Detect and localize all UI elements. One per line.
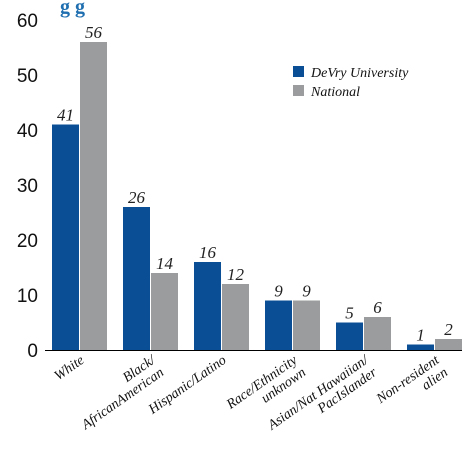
y-tick-label: 40 xyxy=(17,121,38,142)
bar-value-label: 2 xyxy=(444,320,453,339)
bar-value-label: 9 xyxy=(274,282,283,301)
bar-national xyxy=(435,339,462,350)
y-tick-label: 30 xyxy=(17,176,38,197)
bar-devry xyxy=(407,344,434,350)
bar-national xyxy=(364,317,391,350)
y-tick-label: 10 xyxy=(17,286,38,307)
y-tick-label: 60 xyxy=(17,11,38,32)
bar-value-label: 16 xyxy=(199,243,217,262)
bar-devry xyxy=(52,124,79,350)
legend-label: National xyxy=(310,85,360,100)
bars xyxy=(52,42,462,350)
bar-national xyxy=(80,42,107,350)
bar-value-label: 41 xyxy=(57,106,74,125)
category-label: White xyxy=(52,353,87,384)
bar-devry xyxy=(265,300,292,350)
category-label: Non-residentalien xyxy=(373,352,451,419)
bar-value-label: 6 xyxy=(373,298,382,317)
legend: DeVry University National xyxy=(293,66,409,100)
y-tick-label: 20 xyxy=(17,231,38,252)
category-label-line: Hispanic/Latino xyxy=(145,353,229,418)
bar-value-label: 12 xyxy=(227,265,245,284)
value-labels: 41 56 26 14 16 12 9 9 5 6 1 2 xyxy=(57,23,453,345)
bar-value-label: 26 xyxy=(128,188,146,207)
bar-value-label: 9 xyxy=(302,282,311,301)
category-label: Hispanic/Latino xyxy=(145,353,229,418)
bar-value-label: 5 xyxy=(345,304,354,323)
bar-value-label: 56 xyxy=(85,23,103,42)
y-tick-label: 50 xyxy=(17,66,38,87)
legend-swatch xyxy=(293,66,304,77)
bar-devry xyxy=(336,322,363,350)
bar-national xyxy=(151,273,178,350)
bar-value-label: 1 xyxy=(416,326,425,345)
bar-value-label: 14 xyxy=(156,254,174,273)
bar-devry xyxy=(123,207,150,350)
chart-title-fragment: g g xyxy=(60,0,85,18)
legend-label: DeVry University xyxy=(310,66,409,81)
bar-national xyxy=(293,300,320,350)
y-tick-label: 0 xyxy=(27,341,38,362)
bar-devry xyxy=(194,262,221,350)
legend-swatch xyxy=(293,85,304,96)
category-labels: White Black/AfricanAmericanHispanic/Latin… xyxy=(52,352,451,434)
y-axis-ticks: 0 10 20 30 40 50 60 xyxy=(17,11,38,362)
category-label-line: White xyxy=(52,353,87,384)
bar-national xyxy=(222,284,249,350)
